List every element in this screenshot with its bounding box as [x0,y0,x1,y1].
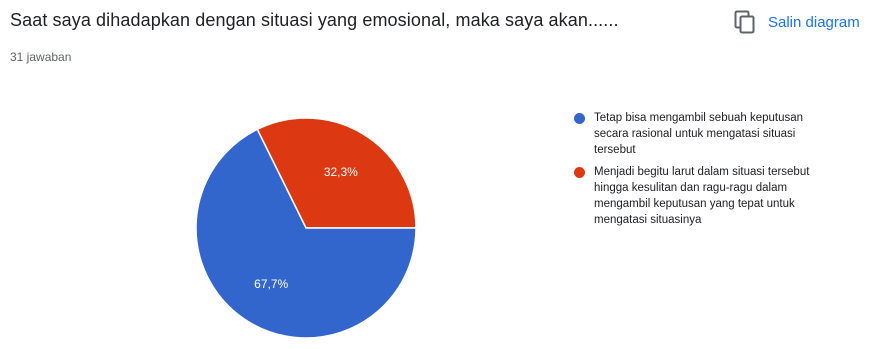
legend-swatch-2 [574,167,585,178]
response-count: 31 jawaban [10,50,72,64]
legend-label-2: Menjadi begitu larut dalam situasi terse… [594,166,810,226]
pie-slice-1 [195,128,417,339]
copy-icon [734,10,755,34]
pie-slice-label-1: 67,7% [254,277,288,291]
legend-item-2: Menjadi begitu larut dalam situasi terse… [574,164,834,228]
legend-item-1: Tetap bisa mengambil sebuah keputusan se… [574,110,834,158]
question-title: Saat saya dihadapkan dengan situasi yang… [10,10,619,30]
copy-chart-label: Salin diagram [768,13,860,31]
pie-slice-2 [256,117,417,229]
legend-label-1: Tetap bisa mengambil sebuah keputusan se… [594,112,804,156]
pie-chart-svg: 32,3% 67,7% [195,117,417,339]
pie-chart: 32,3% 67,7% [190,112,422,344]
pie-slice-label-2: 32,3% [324,165,358,179]
copy-chart-button[interactable]: Salin diagram [734,6,860,38]
legend-swatch-1 [574,113,585,124]
chart-legend: Tetap bisa mengambil sebuah keputusan se… [574,110,834,234]
